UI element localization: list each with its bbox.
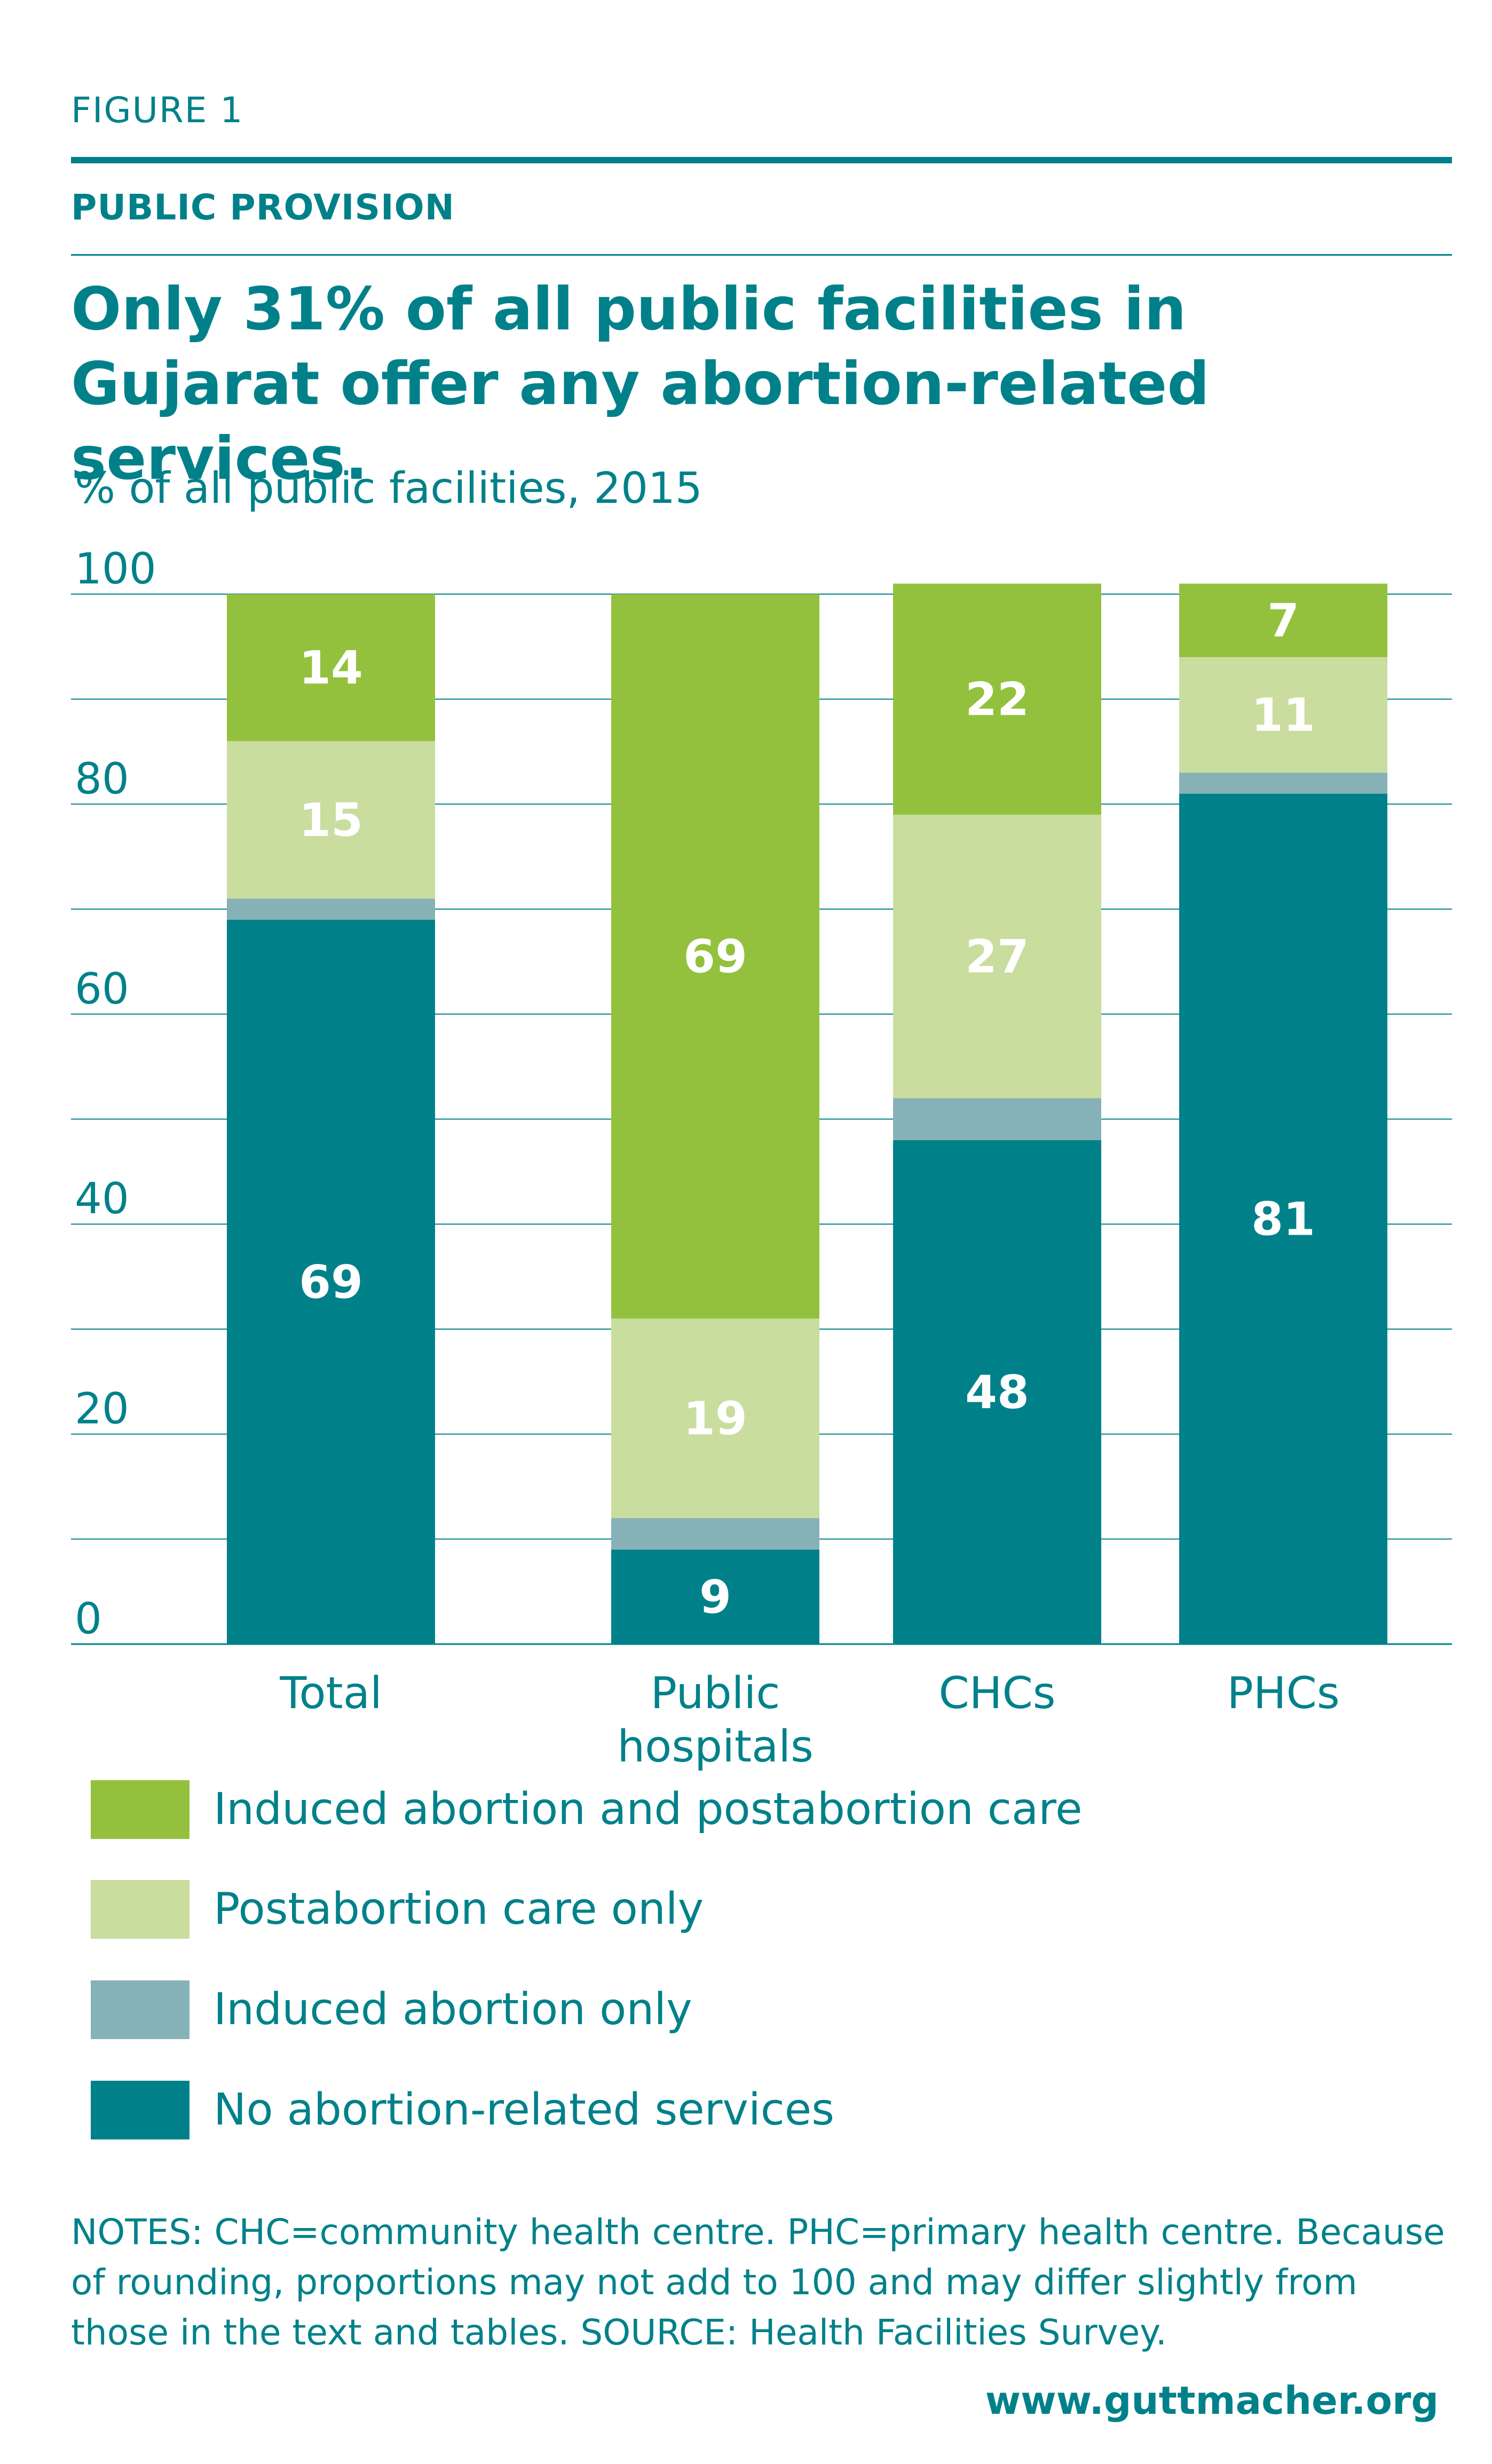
bar-segment-none-1 [611,1549,819,1644]
stacked-bar-chart: 0 20 40 60 80 100 69 15 14 9 19 69 48 27 22 81 11 7 Tota… [71,544,1452,1772]
bar-segment-induced_only-1 [611,1518,819,1550]
y-tick-label-20: 20 [75,1384,129,1434]
data-label-induced_and_postabortion-3: 7 [1267,594,1299,647]
data-label-induced_and_postabortion-2: 22 [965,673,1029,726]
y-axis-unit-label: % of all public facilities, 2015 [75,463,702,513]
data-label-none-0: 69 [299,1255,363,1309]
y-tick-labels: 0 20 40 60 80 100 [75,544,156,1644]
bar-segment-none-2 [893,1140,1101,1644]
data-label-postabortion_only-3: 11 [1251,689,1315,742]
y-tick-label-100: 100 [75,544,156,594]
section-rule [71,254,1452,256]
x-tick-label-1-0: Public [651,1668,780,1719]
y-tick-label-0: 0 [75,1594,102,1644]
x-tick-label-0-0: Total [279,1668,382,1719]
data-label-postabortion_only-1: 19 [683,1392,747,1446]
chart-title: Only 31% of all public facilities in Guj… [71,275,1210,493]
bar-segment-induced_and_postabortion-3 [1179,583,1387,658]
legend-swatch-induced_and_postabortion [91,1780,190,1839]
bar-segment-induced_only-2 [893,1098,1101,1140]
x-tick-label-1-1: hospitals [617,1721,814,1772]
y-tick-label-40: 40 [75,1174,129,1223]
figure-label: FIGURE 1 [71,90,244,131]
legend-swatch-none [91,2081,190,2139]
data-label-induced_and_postabortion-0: 14 [299,642,363,695]
bar-segment-none-0 [227,919,435,1644]
bar-segment-postabortion_only-2 [893,815,1101,1099]
bar-group-3: 81 11 7 [1179,583,1387,1644]
legend-swatch-induced_only [91,1980,190,2039]
bar-segment-induced_and_postabortion-0 [227,594,435,741]
notes-source: NOTES: CHC=community health centre. PHC=… [71,2212,1445,2353]
data-label-induced_and_postabortion-1: 69 [683,930,747,984]
section-label: PUBLIC PROVISION [71,187,455,228]
bar-group-2: 48 27 22 [893,583,1101,1644]
bar-segment-none-3 [1179,793,1387,1644]
bar-segment-induced_only-3 [1179,772,1387,794]
top-rule [71,157,1452,163]
data-label-postabortion_only-0: 15 [299,794,363,847]
y-tick-label-60: 60 [75,964,129,1014]
x-tick-label-3-0: PHCs [1227,1668,1339,1719]
data-label-none-3: 81 [1251,1192,1315,1246]
bar-layer: 69 15 14 9 19 69 48 27 22 81 11 7 [227,583,1387,1644]
legend-label-induced_only: Induced abortion only [214,1984,692,2035]
legend-swatch-postabortion_only [91,1880,190,1939]
bar-segment-induced_and_postabortion-1 [611,594,819,1319]
bar-group-0: 69 15 14 [227,594,435,1644]
website-link[interactable]: www.guttmacher.org [985,2378,1439,2423]
bar-segment-postabortion_only-0 [227,741,435,899]
legend-label-none: No abortion-related services [214,2084,834,2135]
data-label-none-2: 48 [965,1366,1029,1419]
bar-segment-induced_and_postabortion-2 [893,583,1101,815]
bar-segment-induced_only-0 [227,898,435,920]
data-label-none-1: 9 [699,1570,731,1624]
x-tick-label-2-0: CHCs [939,1668,1056,1719]
data-label-postabortion_only-2: 27 [965,930,1029,984]
legend-label-postabortion_only: Postabortion care only [214,1884,704,1934]
legend-label-induced_and_postabortion: Induced abortion and postabortion care [214,1784,1083,1835]
bar-segment-postabortion_only-3 [1179,657,1387,773]
bar-segment-postabortion_only-1 [611,1318,819,1518]
bar-group-1: 9 19 69 [611,594,819,1644]
y-tick-label-80: 80 [75,754,129,803]
